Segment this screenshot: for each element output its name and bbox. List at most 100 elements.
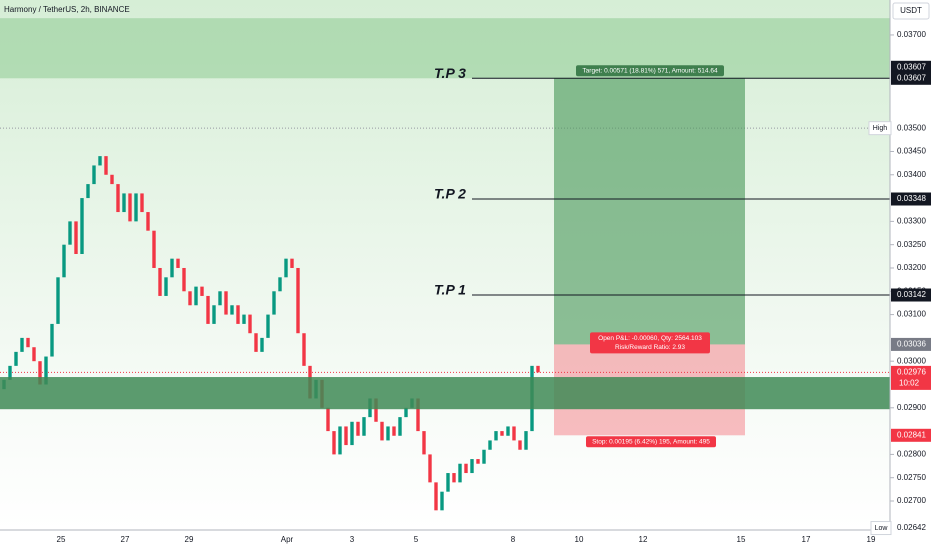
x-tick-label: 19 — [867, 535, 876, 544]
x-tick-label: 17 — [802, 535, 811, 544]
currency: USDT — [900, 6, 922, 15]
price-badge-label: 0.03142 — [897, 290, 926, 299]
candle-body — [200, 286, 204, 296]
candle-body — [236, 305, 240, 324]
price-badge — [891, 121, 931, 135]
x-tick-label: 5 — [414, 535, 419, 544]
price-badge-label: 0.03036 — [897, 340, 926, 349]
candle-body — [110, 174, 114, 185]
candle-body — [326, 407, 330, 432]
x-tick-label: 12 — [639, 535, 648, 544]
tp-label: T.P 2 — [434, 186, 466, 202]
x-tick-label: 8 — [511, 535, 516, 544]
candle-body — [350, 421, 354, 446]
candle-body — [464, 463, 468, 474]
candle-body — [440, 491, 444, 511]
candle-body — [140, 193, 144, 213]
y-tick-label: 0.03300 — [897, 216, 926, 225]
candle-body — [338, 426, 342, 455]
candle-body — [476, 459, 480, 464]
candle-body — [278, 277, 282, 292]
candle-body — [194, 286, 198, 306]
high-tag-label: High — [873, 125, 888, 132]
candle-body — [512, 426, 516, 441]
candle-body — [56, 277, 60, 324]
candle-body — [62, 244, 66, 278]
candle-body — [158, 267, 162, 296]
low-tag — [870, 521, 892, 536]
candle-body — [44, 356, 48, 385]
candle-body — [38, 361, 42, 385]
candle-body — [386, 426, 390, 441]
currency-box[interactable] — [892, 2, 930, 20]
zone — [0, 377, 890, 410]
y-tick-label: 0.02800 — [897, 450, 926, 459]
candle-body — [104, 156, 108, 175]
countdown: 10:02 — [899, 378, 920, 387]
price-badge — [891, 521, 931, 535]
candle-body — [536, 365, 540, 373]
candle-body — [116, 184, 120, 213]
candle-body — [284, 258, 288, 278]
candle-body — [266, 314, 270, 338]
candle-body — [518, 440, 522, 450]
candle-body — [170, 258, 174, 278]
price-badge — [891, 365, 931, 390]
price-badge — [891, 192, 931, 206]
y-tick-label: 0.03700 — [897, 30, 926, 39]
y-tick-label: 0.03250 — [897, 240, 926, 249]
candle-body — [380, 421, 384, 441]
candle-body — [500, 431, 504, 436]
candle-body — [50, 323, 54, 357]
candle-body — [26, 337, 30, 348]
candle-body — [398, 417, 402, 436]
y-tick-label: 0.02700 — [897, 496, 926, 505]
price-badge-label: 0.02841 — [897, 430, 926, 439]
candle-body — [290, 258, 294, 268]
candle-body — [98, 156, 102, 166]
candle-body — [296, 267, 300, 334]
candle-body — [206, 295, 210, 324]
candle-body — [248, 314, 252, 334]
candle-body — [86, 184, 90, 199]
candle-body — [182, 267, 186, 292]
candle-body — [242, 314, 246, 324]
target-label-box — [576, 65, 724, 77]
x-tick-label: 25 — [57, 535, 66, 544]
candle-body — [74, 221, 78, 255]
candle-body — [164, 277, 168, 296]
tp-label: T.P 3 — [434, 65, 466, 81]
candle-body — [446, 473, 450, 492]
price-badge — [891, 60, 931, 74]
candle-body — [452, 473, 456, 483]
candle-body — [470, 459, 474, 474]
y-tick-label: 0.03200 — [897, 263, 926, 272]
candle-body — [482, 449, 486, 464]
candle-body — [494, 431, 498, 441]
tp-label: T.P 1 — [434, 282, 466, 298]
candle-body — [344, 426, 348, 446]
pnl-label-box — [590, 332, 710, 354]
candle-body — [488, 440, 492, 450]
target-label: Target: 0.00571 (18.81%) 571, Amount: 51… — [582, 68, 718, 75]
x-tick-label: 27 — [121, 535, 130, 544]
candle-body — [80, 198, 84, 255]
candle-body — [254, 333, 258, 352]
price-badge-label: 0.03607 — [897, 73, 926, 82]
candle-body — [14, 351, 18, 366]
candle-body — [8, 365, 12, 380]
candle-body — [32, 347, 36, 362]
candle-body — [362, 417, 366, 436]
candle-body — [356, 421, 360, 436]
candle-body — [92, 165, 96, 185]
candle-body — [428, 454, 432, 483]
candle-body — [302, 333, 306, 366]
candle-body — [212, 305, 216, 324]
price-badge — [891, 288, 931, 302]
profit-zone — [554, 78, 745, 345]
candle-body — [422, 431, 426, 455]
price-badge-label: 0.03348 — [897, 194, 926, 203]
low-tag-label: Low — [875, 525, 889, 532]
pnl-label: Open P&L: -0.00060, Qty: 2564.103 — [598, 335, 702, 342]
